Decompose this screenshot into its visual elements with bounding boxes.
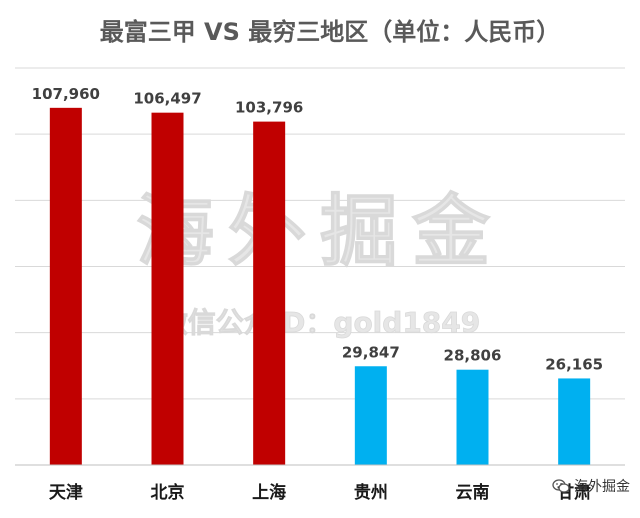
- category-label: 上海: [252, 482, 286, 503]
- bar-3: [253, 121, 286, 466]
- bar-2: [151, 112, 184, 465]
- bar-4: [354, 366, 387, 465]
- bar-5: [456, 369, 489, 465]
- wechat-icon: [552, 479, 570, 493]
- chart-title: 最富三甲 VS 最穷三地区（单位：人民币）: [100, 18, 561, 46]
- category-label: 云南: [456, 482, 490, 503]
- value-label: 26,165: [545, 355, 603, 373]
- bars-group: [49, 107, 591, 466]
- value-label: 103,796: [235, 99, 303, 117]
- category-label: 贵州: [354, 482, 388, 503]
- value-label: 28,806: [444, 347, 502, 365]
- value-label: 107,960: [32, 85, 100, 103]
- category-label: 天津: [49, 482, 83, 503]
- gridlines: [15, 67, 625, 400]
- value-label: 29,847: [342, 343, 400, 361]
- category-labels-group: 天津 北京 上海 贵州 云南 甘肃: [49, 482, 591, 503]
- value-labels-group: 107,960 106,497 103,796 29,847 28,806 26,165: [32, 85, 603, 374]
- bar-6: [558, 378, 591, 465]
- watermark-sub: 微信公众ID：gold1849: [159, 306, 481, 339]
- value-label: 106,497: [133, 90, 201, 108]
- watermark-main: 海外掘金: [136, 187, 504, 277]
- corner-mark-label: 海外掘金: [574, 479, 630, 495]
- corner-mark: 海外掘金: [552, 476, 630, 496]
- bar-1: [49, 107, 82, 465]
- category-label: 北京: [151, 482, 185, 503]
